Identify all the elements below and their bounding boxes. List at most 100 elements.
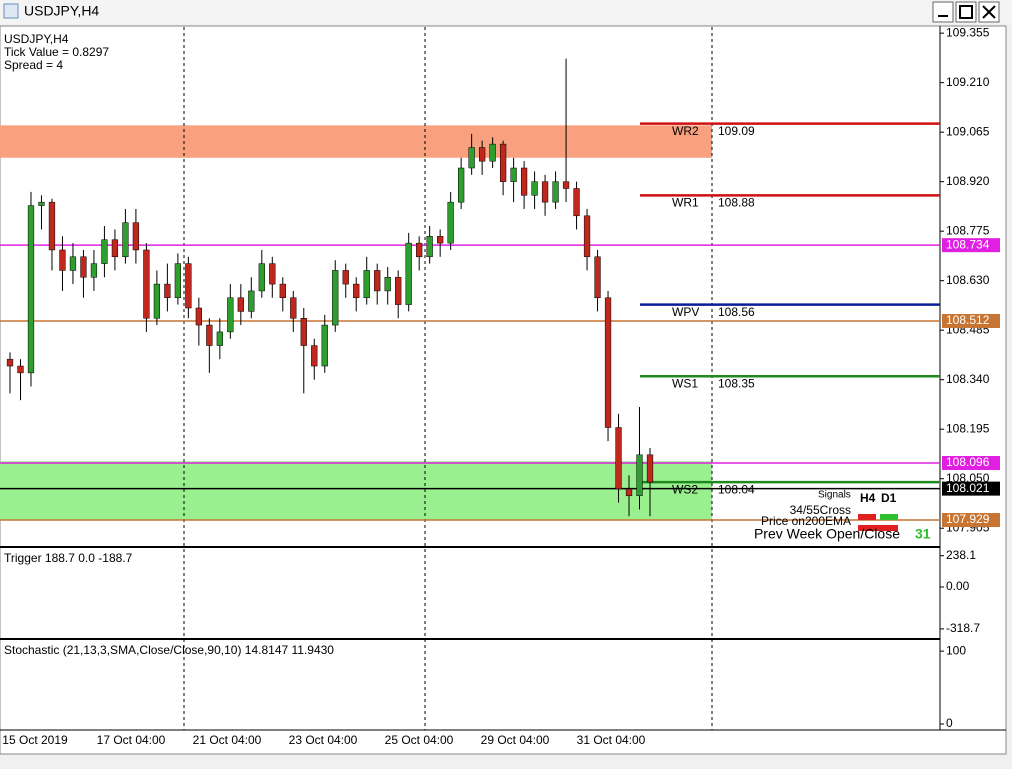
candle-body bbox=[541, 181, 549, 203]
signals-h4: H4 bbox=[860, 491, 876, 505]
x-tick-label: 21 Oct 04:00 bbox=[193, 733, 262, 747]
candle-body bbox=[132, 222, 140, 251]
pivot-name: WS2 bbox=[672, 482, 698, 496]
candle-body bbox=[604, 297, 612, 428]
stochastic-label: Stochastic (21,13,3,SMA,Close/Close,90,1… bbox=[4, 643, 334, 657]
candle-body bbox=[405, 242, 412, 305]
candle-body bbox=[6, 358, 14, 367]
price-tag-label: 107.929 bbox=[946, 512, 990, 526]
candle-body bbox=[248, 290, 255, 312]
candle-body bbox=[300, 317, 307, 346]
price-zone bbox=[0, 125, 712, 158]
price-tag-label: 108.096 bbox=[946, 455, 990, 469]
pivot-name: WPV bbox=[672, 305, 699, 319]
candle-body bbox=[101, 239, 108, 264]
candle-body bbox=[342, 270, 349, 285]
candle-body bbox=[625, 488, 633, 497]
candle-body bbox=[279, 283, 286, 299]
symbol-info: USDJPY,H4 bbox=[4, 32, 69, 46]
candle-body bbox=[269, 263, 276, 285]
y-tick-label: 0.00 bbox=[946, 579, 970, 593]
signal-box bbox=[858, 525, 898, 531]
candle-body bbox=[562, 181, 570, 189]
candle-body bbox=[573, 188, 580, 217]
pivot-name: WR2 bbox=[672, 124, 699, 138]
candle-body bbox=[416, 242, 423, 258]
signal-prev-week: Prev Week Open/Close bbox=[754, 526, 900, 542]
candle-body bbox=[478, 147, 486, 162]
candle-body bbox=[111, 239, 119, 258]
candle-body bbox=[290, 297, 297, 319]
candle-body bbox=[311, 345, 318, 367]
candle-body bbox=[227, 297, 234, 333]
candle-body bbox=[646, 454, 654, 483]
signal-box bbox=[880, 514, 898, 520]
minimize-button[interactable] bbox=[932, 1, 954, 23]
candle-body bbox=[374, 270, 381, 292]
y-tick-label: 108.920 bbox=[946, 174, 990, 188]
candle-body bbox=[499, 143, 507, 182]
candle-body bbox=[153, 283, 161, 319]
y-tick-label: 108.340 bbox=[946, 372, 990, 386]
close-button[interactable] bbox=[978, 1, 1000, 23]
price-tag bbox=[942, 481, 1000, 496]
pivot-name: WR1 bbox=[672, 195, 699, 209]
signals-panel: Signals H4 D1 34/55Cross Price on200EMA … bbox=[754, 490, 931, 542]
pivot-name: WS1 bbox=[672, 376, 698, 390]
candle-body bbox=[636, 454, 643, 497]
candle-body bbox=[164, 283, 171, 299]
candle-body bbox=[520, 167, 528, 196]
tick-value: Tick Value = 0.8297 bbox=[4, 45, 109, 59]
candle-body bbox=[216, 331, 223, 346]
candle-body bbox=[321, 324, 328, 367]
y-tick-label: 108.050 bbox=[946, 471, 990, 485]
y-tick-label: 100 bbox=[946, 643, 966, 657]
candle-body bbox=[143, 249, 150, 319]
y-tick-label: -318.7 bbox=[946, 621, 980, 635]
maximize-button[interactable] bbox=[955, 1, 977, 23]
candle-body bbox=[80, 256, 87, 278]
y-tick-label: 108.195 bbox=[946, 421, 990, 435]
price-tag-label: 108.021 bbox=[946, 481, 990, 495]
candle-body bbox=[237, 297, 244, 312]
candle-body bbox=[594, 256, 601, 299]
price-tag bbox=[942, 313, 1000, 328]
candle-body bbox=[332, 270, 339, 326]
price-tag-label: 108.734 bbox=[946, 237, 990, 251]
y-tick-label: 0 bbox=[946, 716, 953, 730]
x-tick-label: 31 Oct 04:00 bbox=[577, 733, 646, 747]
candle-body bbox=[69, 256, 77, 271]
pivot-value: 109.09 bbox=[718, 124, 755, 138]
y-tick-label: 238.1 bbox=[946, 548, 976, 562]
price-tag-label: 108.512 bbox=[946, 313, 990, 327]
window-icon bbox=[3, 3, 19, 19]
signal-box bbox=[858, 514, 876, 520]
candle-body bbox=[583, 215, 591, 258]
candle-body bbox=[437, 236, 444, 244]
x-tick-label: 25 Oct 04:00 bbox=[385, 733, 454, 747]
candle-body bbox=[395, 277, 402, 305]
price-tag bbox=[942, 456, 1000, 471]
x-tick-label: 15 Oct 2019 bbox=[2, 733, 68, 747]
signal-ema: Price on200EMA bbox=[761, 514, 851, 528]
candle-body bbox=[48, 201, 56, 251]
candle-body bbox=[38, 201, 45, 206]
signals-d1: D1 bbox=[881, 491, 897, 505]
y-tick-label: 108.775 bbox=[946, 223, 990, 237]
pivot-value: 108.56 bbox=[718, 305, 755, 319]
candle-body bbox=[27, 205, 35, 374]
candle-body bbox=[552, 181, 559, 203]
x-tick-label: 23 Oct 04:00 bbox=[289, 733, 358, 747]
price-tag bbox=[942, 238, 1000, 253]
trigger-label: Trigger 188.7 0.0 -188.7 bbox=[4, 551, 133, 565]
signal-cross: 34/55Cross bbox=[790, 503, 851, 517]
candle-body bbox=[615, 427, 622, 490]
candle-body bbox=[206, 324, 213, 346]
price-tag bbox=[942, 513, 1000, 528]
title-bar bbox=[0, 0, 1012, 24]
candle-body bbox=[174, 263, 182, 299]
candle-body bbox=[384, 277, 391, 292]
y-tick-label: 109.355 bbox=[946, 25, 990, 39]
